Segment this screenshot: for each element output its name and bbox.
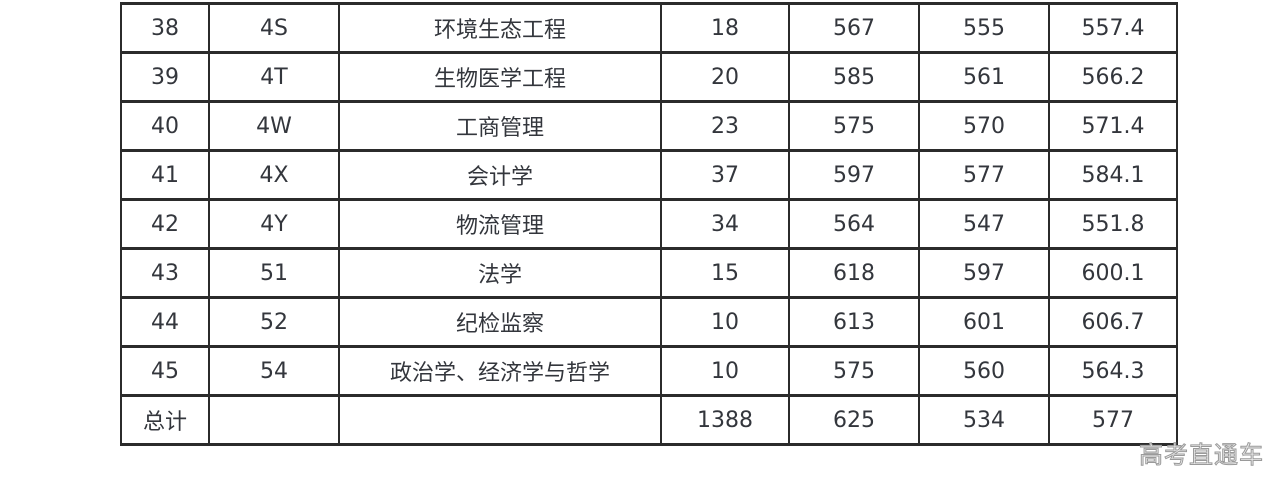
cell-row-number: 44 xyxy=(120,296,210,348)
watermark: 高考直通车 xyxy=(1139,441,1264,470)
cell-admit-count: 20 xyxy=(660,51,790,103)
cell-max-score: 618 xyxy=(788,247,920,299)
cell-major-name: 物流管理 xyxy=(338,198,662,250)
scores-table-body: 38 4S 环境生态工程 18 567 555 557.4 39 4T 生物医学工程 20 585 56… xyxy=(120,2,1178,446)
cell-min-score: 534 xyxy=(918,394,1050,446)
total-row: 总计 1388 625 534 577 xyxy=(120,394,1178,446)
cell-major-code: 52 xyxy=(208,296,340,348)
cell-avg-score: 600.1 xyxy=(1048,247,1178,299)
cell-major-code: 54 xyxy=(208,345,340,397)
cell-max-score: 585 xyxy=(788,51,920,103)
cell-admit-count: 10 xyxy=(660,345,790,397)
cell-row-number: 39 xyxy=(120,51,210,103)
cell-max-score: 564 xyxy=(788,198,920,250)
table-row: 39 4T 生物医学工程 20 585 561 566.2 xyxy=(120,51,1178,103)
cell-major-name xyxy=(338,394,662,446)
cell-row-number: 41 xyxy=(120,149,210,201)
cell-min-score: 561 xyxy=(918,51,1050,103)
cell-avg-score: 566.2 xyxy=(1048,51,1178,103)
cell-row-number: 45 xyxy=(120,345,210,397)
cell-max-score: 567 xyxy=(788,2,920,54)
cell-admit-count: 18 xyxy=(660,2,790,54)
cell-major-code: 4Y xyxy=(208,198,340,250)
cell-major-name: 环境生态工程 xyxy=(338,2,662,54)
cell-row-number: 38 xyxy=(120,2,210,54)
cell-major-name: 会计学 xyxy=(338,149,662,201)
cell-min-score: 577 xyxy=(918,149,1050,201)
admission-scores-table: 38 4S 环境生态工程 18 567 555 557.4 39 4T 生物医学工程 20 585 56… xyxy=(120,2,1178,446)
cell-major-name: 政治学、经济学与哲学 xyxy=(338,345,662,397)
cell-max-score: 597 xyxy=(788,149,920,201)
cell-avg-score: 551.8 xyxy=(1048,198,1178,250)
cell-major-code: 51 xyxy=(208,247,340,299)
cell-avg-score: 584.1 xyxy=(1048,149,1178,201)
cell-max-score: 613 xyxy=(788,296,920,348)
cell-major-code xyxy=(208,394,340,446)
cell-min-score: 570 xyxy=(918,100,1050,152)
cell-admit-count: 1388 xyxy=(660,394,790,446)
cell-row-number: 42 xyxy=(120,198,210,250)
cell-admit-count: 34 xyxy=(660,198,790,250)
cell-admit-count: 10 xyxy=(660,296,790,348)
cell-max-score: 575 xyxy=(788,345,920,397)
cell-major-name: 生物医学工程 xyxy=(338,51,662,103)
cell-avg-score: 557.4 xyxy=(1048,2,1178,54)
cell-min-score: 560 xyxy=(918,345,1050,397)
cell-major-name: 工商管理 xyxy=(338,100,662,152)
cell-row-number: 40 xyxy=(120,100,210,152)
cell-max-score: 575 xyxy=(788,100,920,152)
cell-major-code: 4X xyxy=(208,149,340,201)
table-row: 38 4S 环境生态工程 18 567 555 557.4 xyxy=(120,2,1178,54)
cell-avg-score: 571.4 xyxy=(1048,100,1178,152)
table-row: 40 4W 工商管理 23 575 570 571.4 xyxy=(120,100,1178,152)
cell-admit-count: 23 xyxy=(660,100,790,152)
cell-major-code: 4S xyxy=(208,2,340,54)
scores-table: 38 4S 环境生态工程 18 567 555 557.4 39 4T 生物医学工程 20 585 56… xyxy=(120,2,1178,446)
table-row: 41 4X 会计学 37 597 577 584.1 xyxy=(120,149,1178,201)
cell-admit-count: 15 xyxy=(660,247,790,299)
table-row: 44 52 纪检监察 10 613 601 606.7 xyxy=(120,296,1178,348)
table-row: 42 4Y 物流管理 34 564 547 551.8 xyxy=(120,198,1178,250)
cell-major-code: 4W xyxy=(208,100,340,152)
cell-avg-score: 577 xyxy=(1048,394,1178,446)
cell-min-score: 547 xyxy=(918,198,1050,250)
cell-major-name: 纪检监察 xyxy=(338,296,662,348)
cell-row-number: 43 xyxy=(120,247,210,299)
cell-row-number: 总计 xyxy=(120,394,210,446)
cell-max-score: 625 xyxy=(788,394,920,446)
cell-min-score: 597 xyxy=(918,247,1050,299)
cell-avg-score: 564.3 xyxy=(1048,345,1178,397)
table-row: 45 54 政治学、经济学与哲学 10 575 560 564.3 xyxy=(120,345,1178,397)
cell-admit-count: 37 xyxy=(660,149,790,201)
cell-major-code: 4T xyxy=(208,51,340,103)
cell-min-score: 555 xyxy=(918,2,1050,54)
cell-min-score: 601 xyxy=(918,296,1050,348)
table-row: 43 51 法学 15 618 597 600.1 xyxy=(120,247,1178,299)
cell-major-name: 法学 xyxy=(338,247,662,299)
cell-avg-score: 606.7 xyxy=(1048,296,1178,348)
